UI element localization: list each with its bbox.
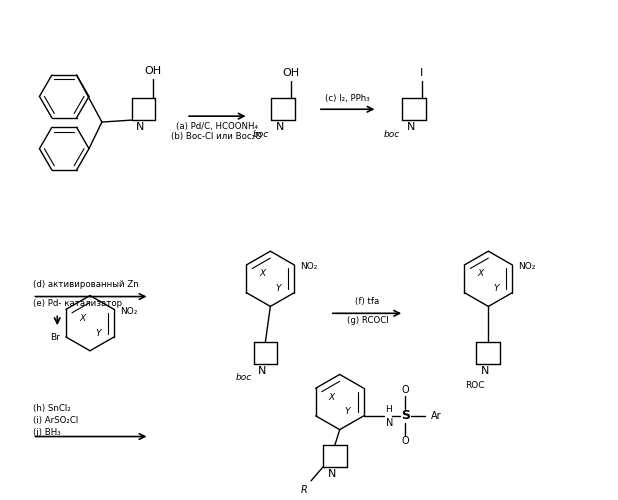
Text: X: X xyxy=(79,314,85,322)
Text: N: N xyxy=(481,366,489,376)
Text: X: X xyxy=(260,270,266,278)
Text: OH: OH xyxy=(282,68,300,78)
Text: X: X xyxy=(477,270,483,278)
Text: N: N xyxy=(407,122,415,132)
Text: (e) Pd- катализатор: (e) Pd- катализатор xyxy=(33,298,122,308)
Text: O: O xyxy=(402,385,409,395)
Text: N: N xyxy=(276,122,284,132)
Text: ROC: ROC xyxy=(465,382,485,390)
Text: boc: boc xyxy=(384,130,400,139)
Text: Ar: Ar xyxy=(431,411,442,421)
Text: I: I xyxy=(420,68,423,78)
Text: (b) Boc-Cl или Boc₂O: (b) Boc-Cl или Boc₂O xyxy=(171,132,262,141)
Text: H: H xyxy=(386,405,392,414)
Text: Y: Y xyxy=(494,284,499,293)
Text: Y: Y xyxy=(95,328,101,338)
Text: X: X xyxy=(329,392,335,402)
Text: boc: boc xyxy=(253,130,269,139)
Text: (i) ArSO₂Cl: (i) ArSO₂Cl xyxy=(33,416,78,424)
Text: Y: Y xyxy=(276,284,281,293)
Text: OH: OH xyxy=(145,66,162,76)
Text: NO₂: NO₂ xyxy=(120,307,137,316)
Text: (a) Pd/C, HCOONH₄: (a) Pd/C, HCOONH₄ xyxy=(176,122,258,131)
Text: N: N xyxy=(137,122,145,132)
Text: (d) активированный Zn: (d) активированный Zn xyxy=(33,280,138,288)
Text: N: N xyxy=(328,469,336,479)
Text: R: R xyxy=(300,485,307,495)
Text: S: S xyxy=(401,410,410,422)
Text: N: N xyxy=(386,418,393,428)
Text: (j) BH₃: (j) BH₃ xyxy=(33,428,61,436)
Text: Br: Br xyxy=(51,334,61,342)
Text: NO₂: NO₂ xyxy=(300,262,318,272)
Text: Y: Y xyxy=(345,408,350,416)
Text: N: N xyxy=(258,366,266,376)
Text: (h) SnCl₂: (h) SnCl₂ xyxy=(33,404,70,413)
Text: boc: boc xyxy=(235,374,252,382)
Text: NO₂: NO₂ xyxy=(518,262,535,272)
Text: (c) I₂, PPh₃: (c) I₂, PPh₃ xyxy=(325,94,370,104)
Text: (f) tfa: (f) tfa xyxy=(355,298,379,306)
Text: (g) RCOCl: (g) RCOCl xyxy=(347,316,388,326)
Text: O: O xyxy=(402,436,409,446)
